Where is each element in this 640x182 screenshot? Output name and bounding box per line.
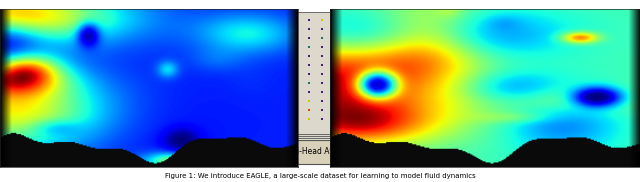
FancyArrowPatch shape — [53, 63, 252, 111]
Text: Figure 1: We introduce EAGLE, a large-scale dataset for learning to model fluid : Figure 1: We introduce EAGLE, a large-sc… — [164, 173, 476, 179]
Text: Timestep $t$: Timestep $t$ — [118, 11, 176, 25]
FancyBboxPatch shape — [257, 16, 391, 138]
Text: Multi-Head Attention: Multi-Head Attention — [280, 147, 360, 157]
FancyArrow shape — [451, 66, 490, 67]
Ellipse shape — [147, 69, 160, 71]
FancyBboxPatch shape — [253, 140, 387, 164]
Ellipse shape — [453, 65, 488, 68]
FancyArrowPatch shape — [392, 90, 400, 108]
Ellipse shape — [120, 68, 155, 72]
FancyBboxPatch shape — [260, 14, 395, 136]
Text: Timestep $t+1$: Timestep $t+1$ — [448, 11, 525, 25]
FancyBboxPatch shape — [253, 18, 387, 140]
FancyBboxPatch shape — [264, 12, 399, 134]
Ellipse shape — [480, 66, 493, 67]
FancyArrow shape — [118, 69, 157, 71]
